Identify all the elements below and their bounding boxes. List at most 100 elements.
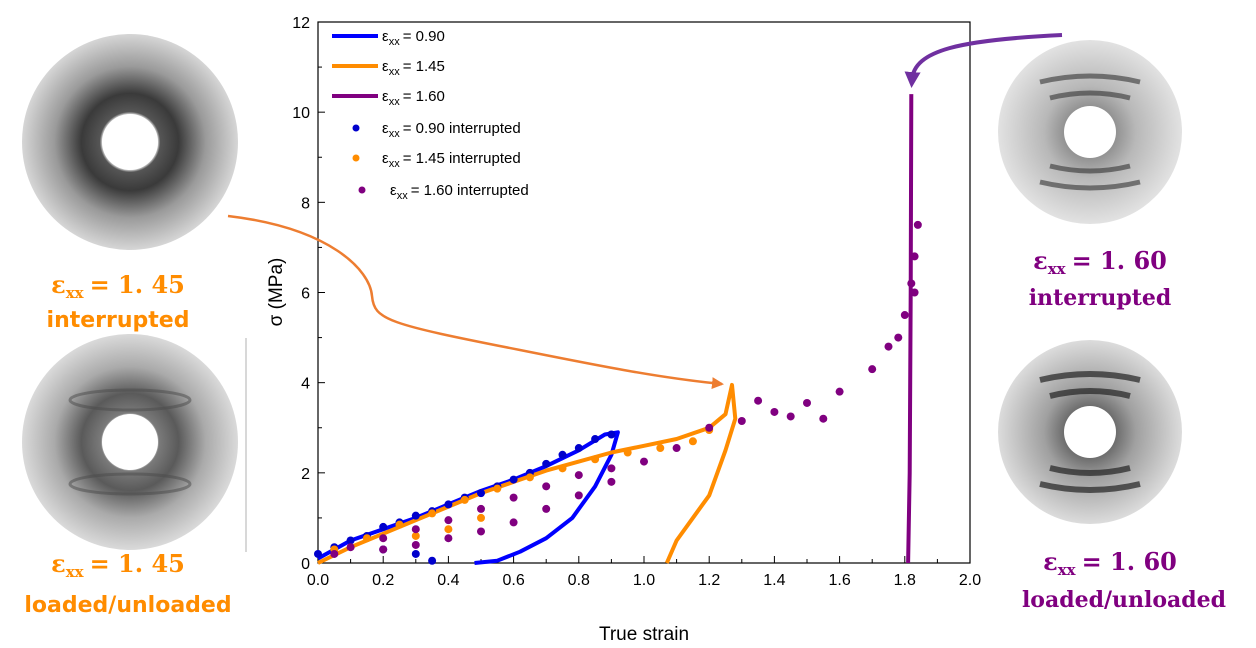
series-point-4	[558, 464, 567, 473]
arrow-orange	[227, 214, 724, 390]
x-tick-label: 0.0	[307, 572, 329, 589]
label-bottom-left: εxx = 1. 45 loaded/unloaded	[24, 549, 231, 618]
y-tick-label: 2	[301, 466, 310, 483]
label-bottom-left-caption: loaded/unloaded	[24, 593, 231, 618]
series-point-5	[803, 398, 811, 407]
x-tick-label: 0.4	[437, 572, 459, 589]
y-tick-label: 6	[301, 286, 310, 303]
label-top-left-caption: interrupted	[47, 308, 190, 333]
diffraction-pattern-bottom-left	[22, 334, 247, 552]
series-point-5	[910, 252, 919, 261]
label-bottom-right-caption: loaded/unloaded	[1022, 587, 1226, 613]
label-bottom-right-eq-text: εxx = 1. 60	[1043, 547, 1177, 579]
series-point-5	[900, 311, 909, 320]
x-tick-label: 1.2	[698, 572, 720, 589]
series-point-5	[509, 518, 518, 527]
x-axis-label: True strain	[599, 624, 689, 645]
label-bottom-right: εxx = 1. 60 loaded/unloaded	[1022, 547, 1226, 613]
series-point-5	[640, 457, 648, 466]
legend-label: εxx = 0.90 interrupted	[382, 120, 521, 140]
series-point-5	[330, 549, 339, 558]
y-tick-label: 10	[292, 105, 310, 122]
series-point-5	[894, 333, 903, 342]
series-point-5	[907, 279, 916, 288]
label-bottom-left-eq-text: εxx = 1. 45	[51, 549, 185, 581]
series-point-5	[477, 504, 485, 513]
series-point-3	[574, 444, 583, 453]
legend-label: εxx = 1.60	[382, 88, 445, 108]
series-point-5	[607, 464, 616, 473]
series-point-3	[477, 489, 485, 498]
series-point-4	[493, 484, 502, 493]
series-point-4	[362, 534, 371, 543]
series-point-4	[428, 509, 437, 518]
series-point-4	[623, 448, 632, 457]
plot-area: 0.0 0.2 0.4 0.6 0.8 1.0 1.2 1.4 1.6 1.8 2.0 0 2 4 6 8 1…	[266, 15, 981, 645]
series-point-5	[444, 516, 453, 525]
series-point-5	[737, 416, 746, 425]
series-point-5	[913, 220, 922, 229]
series-point-4	[656, 444, 665, 453]
label-top-left-eq-text: εxx = 1. 45	[51, 270, 185, 302]
series-point-4	[591, 455, 600, 464]
x-tick-label: 0.6	[502, 572, 524, 589]
series-point-3	[379, 522, 388, 531]
legend-swatch-dot	[358, 186, 366, 194]
x-tick-label: 1.8	[894, 572, 916, 589]
series-point-5	[411, 525, 420, 534]
label-top-right-eq-text: εxx = 1. 60	[1033, 246, 1167, 278]
legend-label: εxx = 1.45	[382, 58, 445, 78]
series-line-1	[317, 382, 738, 565]
series-point-3	[444, 500, 453, 509]
y-axis-ticks: 0 2 4 6 8 10 12	[292, 15, 325, 573]
series-point-3	[558, 450, 567, 459]
x-tick-label: 2.0	[959, 572, 981, 589]
series-line-0	[317, 430, 620, 565]
arrow-purple	[904, 33, 1063, 88]
x-axis-ticks: 0.0 0.2 0.4 0.6 0.8 1.0 1.2 1.4 1.6 1.8 2.0	[307, 556, 981, 589]
series-point-5	[672, 444, 681, 453]
label-top-left: εxx = 1. 45 interrupted	[47, 270, 190, 333]
legend-label: εxx = 1.60 interrupted	[390, 182, 529, 202]
series-point-3	[509, 475, 518, 484]
legend-label: εxx = 0.90	[382, 28, 445, 48]
series-point-5	[574, 471, 583, 480]
x-tick-label: 0.2	[372, 572, 394, 589]
series-point-3	[428, 556, 437, 565]
label-top-right: εxx = 1. 60 interrupted	[1029, 246, 1172, 311]
legend-swatch-dot	[352, 154, 360, 162]
x-tick-label: 0.8	[568, 572, 590, 589]
series-point-5	[542, 504, 551, 513]
series-point-5	[786, 412, 795, 421]
series-point-5	[542, 482, 551, 491]
series-point-3	[591, 435, 600, 444]
series-point-5	[835, 387, 844, 396]
series-point-4	[477, 513, 485, 522]
legend-label: εxx = 1.45 interrupted	[382, 150, 521, 170]
diffraction-pattern-bottom-right	[998, 340, 1182, 524]
series-point-5	[819, 414, 828, 423]
series-point-3	[411, 511, 420, 520]
series-point-4	[411, 531, 420, 540]
y-tick-label: 0	[301, 556, 310, 573]
legend-swatch-dot	[352, 124, 360, 132]
y-axis-label: σ (MPa)	[266, 258, 287, 327]
series-point-4	[525, 473, 534, 482]
series-point-5	[509, 493, 518, 502]
series-point-4	[444, 525, 453, 534]
series-point-5	[868, 365, 877, 374]
series-point-5	[379, 534, 388, 543]
series-point-3	[314, 549, 322, 558]
series-point-4	[460, 495, 469, 504]
series-point-5	[884, 342, 893, 351]
series-point-5	[770, 407, 779, 416]
series-point-5	[411, 540, 420, 549]
legend: εxx = 0.90 εxx = 1.45 εxx = 1.60 εxx = 0.90 int…	[332, 28, 529, 202]
y-tick-label: 12	[292, 15, 310, 32]
diffraction-pattern-top-left	[22, 34, 238, 250]
series-point-5	[379, 545, 388, 554]
series-point-4	[395, 520, 404, 529]
series-point-5	[705, 423, 714, 432]
series-point-3	[411, 549, 420, 558]
